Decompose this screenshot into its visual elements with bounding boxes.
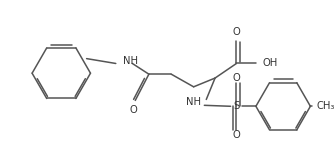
- Text: CH₃: CH₃: [316, 101, 335, 111]
- Text: O: O: [129, 105, 137, 115]
- Text: NH: NH: [186, 97, 201, 107]
- Text: S: S: [233, 101, 240, 111]
- Text: O: O: [233, 27, 240, 37]
- Text: NH: NH: [123, 56, 138, 66]
- Text: O: O: [233, 73, 240, 83]
- Text: OH: OH: [263, 58, 278, 68]
- Text: O: O: [233, 130, 240, 140]
